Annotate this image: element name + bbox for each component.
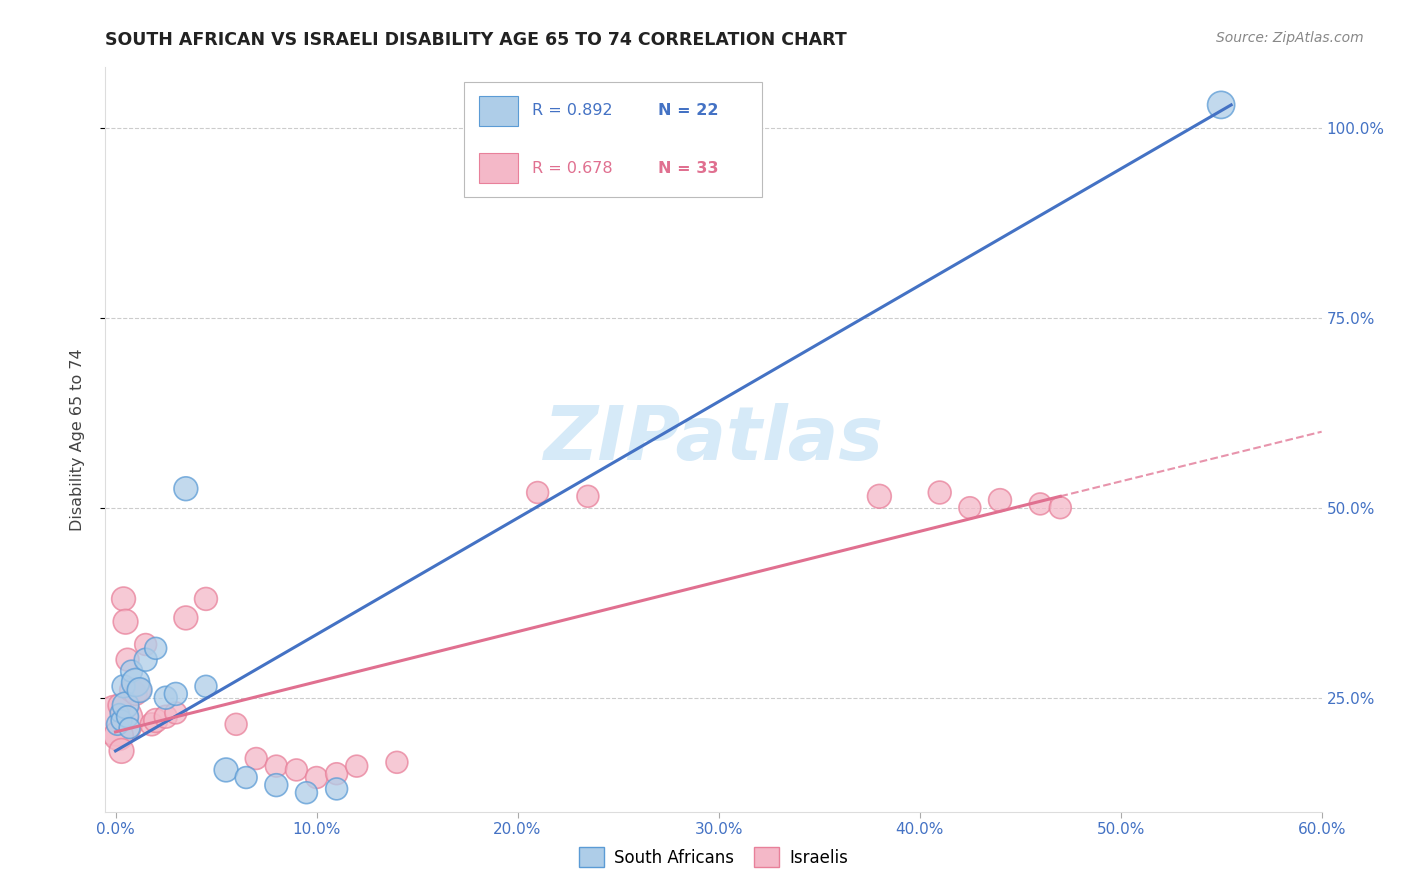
FancyBboxPatch shape — [479, 95, 517, 126]
Point — [325, 766, 347, 780]
Point — [110, 744, 132, 758]
Text: N = 22: N = 22 — [658, 103, 718, 118]
Point — [266, 778, 288, 792]
Point — [245, 751, 267, 765]
Point — [1211, 98, 1233, 112]
Point — [107, 717, 129, 731]
Point — [114, 615, 136, 629]
Point — [135, 653, 157, 667]
Point — [215, 763, 238, 777]
Text: R = 0.678: R = 0.678 — [533, 161, 613, 176]
Text: Source: ZipAtlas.com: Source: ZipAtlas.com — [1216, 31, 1364, 45]
Point — [141, 717, 163, 731]
Point — [108, 706, 131, 720]
Point — [155, 690, 177, 705]
Point — [117, 653, 139, 667]
Point — [174, 482, 197, 496]
Point — [928, 485, 950, 500]
Point — [117, 709, 139, 723]
Text: SOUTH AFRICAN VS ISRAELI DISABILITY AGE 65 TO 74 CORRELATION CHART: SOUTH AFRICAN VS ISRAELI DISABILITY AGE … — [105, 31, 848, 49]
Point — [305, 771, 328, 785]
Point — [165, 687, 187, 701]
FancyBboxPatch shape — [464, 82, 762, 197]
Point — [988, 493, 1011, 508]
Point — [135, 638, 157, 652]
Point — [112, 591, 135, 606]
Point — [526, 485, 548, 500]
Point — [346, 759, 368, 773]
Point — [114, 698, 136, 713]
Point — [121, 664, 143, 678]
Point — [385, 756, 408, 770]
Point — [128, 683, 150, 698]
Point — [1029, 497, 1052, 511]
Point — [194, 679, 217, 693]
Point — [194, 591, 217, 606]
Y-axis label: Disability Age 65 to 74: Disability Age 65 to 74 — [70, 348, 84, 531]
Point — [128, 683, 150, 698]
Point — [112, 679, 135, 693]
Legend: South Africans, Israelis: South Africans, Israelis — [572, 840, 855, 874]
Text: ZIPatlas: ZIPatlas — [544, 403, 883, 475]
Point — [124, 675, 146, 690]
Point — [107, 729, 129, 743]
Point — [108, 698, 131, 713]
Point — [145, 714, 167, 728]
Point — [118, 721, 141, 735]
Point — [145, 641, 167, 656]
Point — [576, 489, 599, 503]
Point — [235, 771, 257, 785]
Point — [165, 706, 187, 720]
Point — [266, 759, 288, 773]
Point — [295, 786, 318, 800]
Point — [868, 489, 890, 503]
Point — [325, 781, 347, 796]
Point — [1049, 500, 1071, 515]
Text: N = 33: N = 33 — [658, 161, 718, 176]
Point — [174, 611, 197, 625]
Point — [107, 714, 129, 728]
Point — [285, 763, 308, 777]
FancyBboxPatch shape — [479, 153, 517, 184]
Point — [110, 714, 132, 728]
Point — [121, 683, 143, 698]
Text: R = 0.892: R = 0.892 — [533, 103, 613, 118]
Point — [155, 709, 177, 723]
Point — [124, 687, 146, 701]
Point — [959, 500, 981, 515]
Point — [225, 717, 247, 731]
